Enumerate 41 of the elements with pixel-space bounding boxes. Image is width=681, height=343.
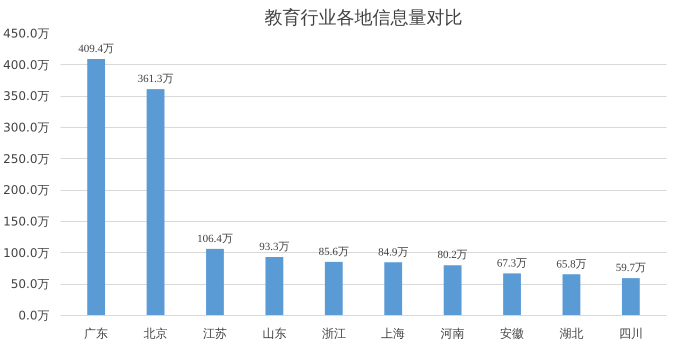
data-label: 106.4万: [197, 232, 233, 245]
y-tick-label: 150.0万: [3, 214, 50, 228]
bar: [444, 265, 462, 316]
data-label: 80.2万: [437, 249, 468, 262]
bar: [87, 58, 106, 316]
bar: [503, 273, 521, 316]
bar: [265, 257, 284, 316]
data-label: 67.3万: [496, 257, 528, 270]
x-tick-label: 江苏: [202, 326, 227, 340]
data-label: 93.3万: [259, 241, 290, 254]
data-label: 85.6万: [318, 246, 349, 258]
bar: [384, 262, 402, 316]
x-tick-label: 河南: [440, 326, 465, 340]
data-label: 84.9万: [378, 246, 408, 258]
x-tick-label: 广东: [84, 326, 108, 340]
data-label: 59.7万: [616, 262, 646, 274]
x-tick-label: 浙江: [322, 326, 346, 340]
y-tick-label: 350.0万: [3, 89, 50, 104]
bar: [206, 248, 224, 316]
bar: [622, 278, 640, 316]
chart-title: 教育行业各地信息量对比: [264, 8, 462, 28]
y-tick-label: 300.0万: [3, 120, 50, 134]
y-tick-label: 50.0万: [10, 277, 50, 292]
y-tick-label: 400.0万: [3, 58, 50, 72]
y-tick-label: 450.0万: [3, 26, 50, 40]
x-tick-label: 安徽: [500, 326, 524, 340]
y-tick-label: 250.0万: [3, 152, 50, 166]
data-label: 65.8万: [556, 258, 587, 270]
y-tick-label: 0.0万: [18, 308, 50, 322]
data-label: 409.4万: [78, 42, 114, 55]
x-tick-label: 上海: [381, 326, 406, 340]
x-tick-label: 北京: [144, 326, 168, 340]
y-tick-label: 200.0万: [3, 183, 50, 198]
bar: [562, 274, 580, 316]
y-tick-label: 100.0万: [3, 246, 50, 260]
bar: [324, 262, 343, 316]
x-tick-label: 山东: [262, 326, 286, 340]
x-tick-label: 四川: [618, 326, 643, 340]
bar: [146, 89, 164, 316]
x-tick-label: 湖北: [559, 326, 584, 340]
data-label: 361.3万: [138, 73, 174, 86]
